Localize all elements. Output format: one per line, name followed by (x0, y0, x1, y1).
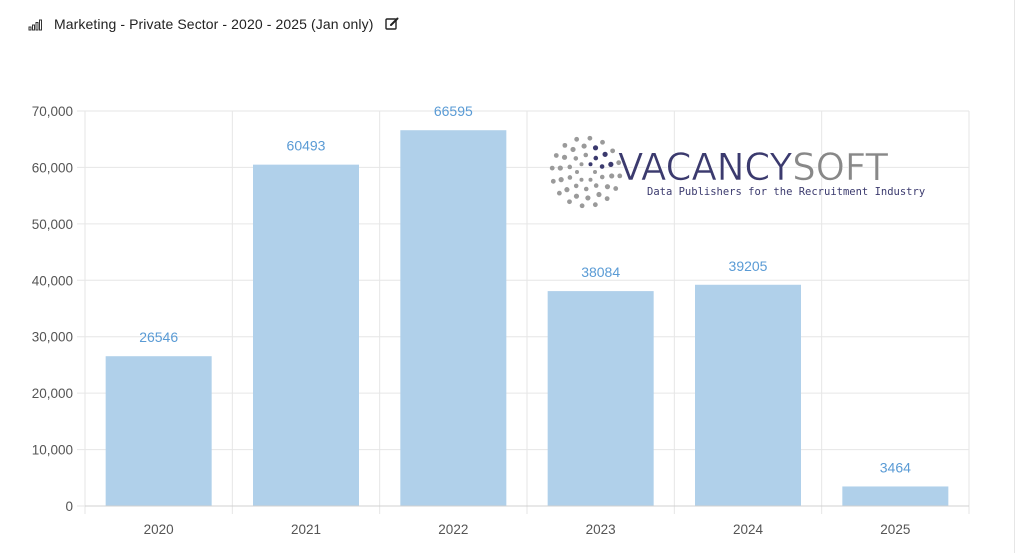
logo-dot (581, 143, 587, 149)
logo-dot (550, 178, 556, 184)
logo-dot (609, 173, 615, 179)
logo-dot (574, 136, 580, 142)
x-tick-label-2021: 2021 (291, 522, 321, 537)
logo-dot (553, 153, 559, 158)
logo-dot (588, 177, 593, 182)
bar-2024[interactable] (695, 284, 801, 506)
y-tick-label: 20,000 (32, 386, 73, 401)
logo-dot (602, 151, 608, 157)
vacancysoft-watermark: VACANCYSOFT Data Publishers for the Recr… (549, 135, 925, 209)
y-tick-label: 60,000 (32, 160, 73, 175)
bar-2021[interactable] (253, 164, 359, 506)
logo-dot (567, 199, 572, 205)
logo-dot (599, 164, 605, 169)
logo-dot (585, 195, 591, 201)
edit-icon[interactable] (385, 17, 399, 31)
bar-2025[interactable] (842, 486, 949, 506)
watermark-brand-part2: SOFT (792, 146, 888, 189)
y-tick-label: 50,000 (32, 217, 73, 232)
logo-dot (567, 175, 573, 180)
bar-2020[interactable] (105, 356, 212, 506)
logo-dot (592, 202, 598, 208)
logo-dot (567, 164, 573, 170)
bars (105, 130, 949, 506)
logo-dot (593, 183, 599, 188)
logo-dot (593, 155, 599, 161)
bar-2023[interactable] (547, 291, 654, 506)
logo-dot (600, 139, 605, 145)
logo-dot (570, 146, 576, 153)
watermark-brand: VACANCYSOFT (618, 146, 888, 189)
logo-dot (573, 193, 580, 199)
data-label-2023: 38084 (581, 264, 620, 280)
logo-dot (599, 174, 605, 180)
logo-dot (616, 160, 622, 166)
data-label-2024: 39205 (729, 258, 768, 274)
x-tick-label-2023: 2023 (586, 522, 616, 537)
logo-dot (579, 203, 585, 209)
logo-dot (561, 154, 568, 160)
logo-dot (604, 184, 611, 190)
logo-dot (593, 170, 597, 174)
vacancysoft-logo-icon (549, 135, 623, 209)
logo-dot (556, 190, 562, 196)
x-tick-label-2024: 2024 (733, 522, 764, 537)
logo-dot (596, 191, 602, 198)
logo-dot (617, 173, 623, 179)
logo-dot (583, 186, 589, 192)
logo-dot (558, 177, 564, 183)
logo-dot (592, 145, 599, 151)
watermark-tagline: Data Publishers for the Recruitment Indu… (647, 186, 925, 198)
y-tick-label: 0 (65, 499, 73, 514)
y-tick-label: 10,000 (32, 443, 73, 458)
bar-chart-icon (28, 18, 42, 31)
logo-dot (557, 165, 563, 171)
y-tick-label: 30,000 (32, 330, 73, 345)
logo-dot (587, 135, 593, 141)
logo-dot (579, 177, 584, 182)
logo-dot (573, 156, 579, 161)
logo-dot (573, 183, 579, 189)
logo-dot (562, 142, 568, 148)
logo-dot (579, 162, 584, 167)
y-tick-label: 40,000 (32, 273, 73, 288)
chart-title: Marketing - Private Sector - 2020 - 2025… (54, 16, 374, 32)
y-tick-label: 70,000 (32, 104, 73, 119)
bar-2022[interactable] (400, 130, 507, 506)
chart-header: Marketing - Private Sector - 2020 - 2025… (28, 14, 399, 34)
logo-dot (575, 170, 579, 174)
logo-dot (608, 161, 614, 167)
logo-dot (610, 148, 616, 154)
watermark-brand-part1: VACANCY (618, 146, 793, 189)
logo-dot (604, 196, 610, 202)
axes: 0 10,000 20,000 30,000 40,000 50,000 60,000 70,… (32, 104, 969, 537)
data-label-2021: 60493 (287, 138, 326, 154)
data-labels: 26546 60493 66595 38084 39205 3464 (139, 103, 911, 475)
logo-dot (588, 162, 593, 167)
x-tick-label-2025: 2025 (880, 522, 910, 537)
data-label-2025: 3464 (880, 459, 911, 475)
logo-dot (549, 165, 555, 171)
logo-dot (564, 187, 570, 193)
logo-dot (583, 152, 589, 158)
x-tick-label-2020: 2020 (144, 522, 174, 537)
data-label-2020: 26546 (139, 329, 178, 345)
data-label-2022: 66595 (434, 103, 473, 119)
x-tick-label-2022: 2022 (438, 522, 468, 537)
logo-dot (613, 186, 619, 191)
